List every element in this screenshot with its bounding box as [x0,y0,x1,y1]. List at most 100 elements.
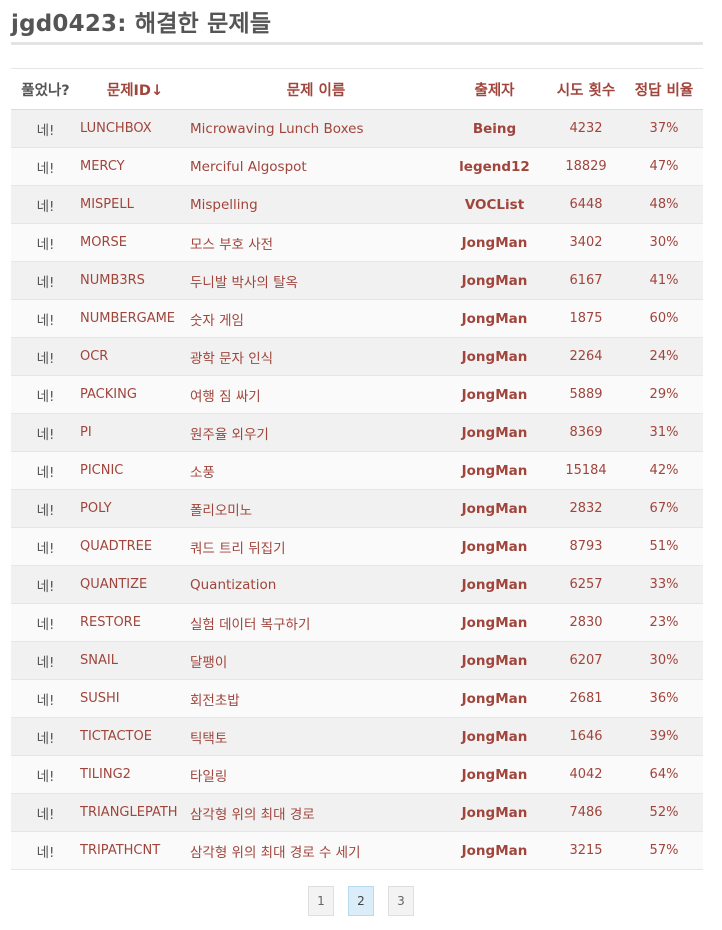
author-link[interactable]: VOCList [464,196,525,213]
table-row: 네! QUANTIZE Quantization JongMan 6257 33% [11,565,703,604]
problem-name-link[interactable]: 광학 문자 인식 [190,350,274,367]
problem-id-link[interactable]: TRIPATHCNT [80,843,161,858]
ratio-cell: 52% [649,805,679,820]
solved-cell: 네! [36,312,55,329]
problem-name-link[interactable]: 타일링 [190,768,228,785]
table-row: 네! SUSHI 회전초밥 JongMan 2681 36% [11,679,703,718]
header-problem-id[interactable]: 문제ID↓ [80,68,190,110]
solved-cell: 네! [36,768,55,785]
author-link[interactable]: JongMan [461,652,528,669]
solved-cell: 네! [36,616,55,633]
attempts-cell: 6207 [569,653,603,668]
author-link[interactable]: legend12 [459,158,530,175]
problem-name-link[interactable]: 달팽이 [190,654,228,671]
problem-name-link[interactable]: 틱택토 [190,730,228,747]
problem-name-link[interactable]: Merciful Algospot [190,158,307,175]
problem-name-link[interactable]: 폴리오미노 [190,502,253,519]
ratio-cell: 42% [649,463,679,478]
problem-name-link[interactable]: 소풍 [190,464,215,481]
problem-name-link[interactable]: 두니발 박사의 탈옥 [190,274,298,291]
author-link[interactable]: JongMan [461,766,528,783]
header-problem-name[interactable]: 문제 이름 [190,68,442,110]
author-link[interactable]: JongMan [461,614,528,631]
problem-id-link[interactable]: QUANTIZE [80,577,148,592]
solved-cell: 네! [36,122,55,139]
solved-cell: 네! [36,730,55,747]
solved-cell: 네! [36,160,55,177]
author-link[interactable]: JongMan [461,424,528,441]
table-row: 네! TRIANGLEPATH 삼각형 위의 최대 경로 JongMan 7486 52% [11,793,703,832]
problem-name-link[interactable]: 모스 부호 사전 [190,236,274,253]
attempts-cell: 1875 [569,311,603,326]
problem-id-link[interactable]: OCR [80,349,109,364]
header-problem-id-label: 문제ID [106,82,151,99]
attempts-cell: 6257 [569,577,603,592]
problem-id-link[interactable]: QUADTREE [80,539,153,554]
problem-id-link[interactable]: NUMBERGAME [80,311,176,326]
author-link[interactable]: JongMan [461,386,528,403]
table-header-row: 풀었나? 문제ID↓ 문제 이름 출제자 시도 횟수 정답 비율 [11,68,703,110]
problem-name-link[interactable]: 원주율 외우기 [190,426,269,443]
author-link[interactable]: JongMan [461,728,528,745]
problem-id-link[interactable]: PACKING [80,387,137,402]
page-title: jgd0423: 해결한 문제들 [11,11,272,37]
author-link[interactable]: JongMan [461,576,528,593]
header-author[interactable]: 출제자 [442,68,547,110]
problem-id-link[interactable]: PICNIC [80,463,124,478]
solved-cell: 네! [36,426,55,443]
problem-id-link[interactable]: SNAIL [80,653,118,668]
table-row: 네! POLY 폴리오미노 JongMan 2832 67% [11,489,703,528]
problem-id-link[interactable]: LUNCHBOX [80,121,152,136]
author-link[interactable]: JongMan [461,234,528,251]
page-button-3[interactable]: 3 [388,886,414,916]
author-link[interactable]: JongMan [461,462,528,479]
author-link[interactable]: JongMan [461,842,528,859]
problem-name-link[interactable]: 여행 짐 싸기 [190,388,261,405]
problem-name-link[interactable]: Quantization [190,576,277,593]
solved-cell: 네! [36,388,55,405]
page-button-2[interactable]: 2 [348,886,374,916]
author-link[interactable]: JongMan [461,804,528,821]
attempts-cell: 8793 [569,539,603,554]
problem-id-link[interactable]: POLY [80,501,112,516]
problem-name-link[interactable]: Mispelling [190,196,258,213]
problem-id-link[interactable]: TILING2 [80,767,131,782]
problem-id-link[interactable]: SUSHI [80,691,120,706]
ratio-cell: 64% [649,767,679,782]
attempts-cell: 6448 [569,197,603,212]
author-link[interactable]: JongMan [461,348,528,365]
header-ratio[interactable]: 정답 비율 [625,68,703,110]
title-divider [11,42,703,45]
problem-id-link[interactable]: PI [80,425,92,440]
problem-name-link[interactable]: 삼각형 위의 최대 경로 [190,806,315,823]
problem-id-link[interactable]: RESTORE [80,615,141,630]
problem-id-link[interactable]: NUMB3RS [80,273,145,288]
attempts-cell: 4042 [569,767,603,782]
header-attempts[interactable]: 시도 횟수 [547,68,625,110]
ratio-cell: 31% [649,425,679,440]
author-link[interactable]: JongMan [461,310,528,327]
problem-id-link[interactable]: MORSE [80,235,127,250]
table-row: 네! MERCY Merciful Algospot legend12 18829 47% [11,147,703,186]
solved-cell: 네! [36,198,55,215]
problem-id-link[interactable]: TRIANGLEPATH [80,805,178,820]
problem-id-link[interactable]: MISPELL [80,197,134,212]
author-link[interactable]: JongMan [461,538,528,555]
author-link[interactable]: JongMan [461,272,528,289]
problem-name-link[interactable]: 회전초밥 [190,692,240,709]
author-link[interactable]: Being [472,120,517,137]
problem-name-link[interactable]: 숫자 게임 [190,312,244,329]
problem-name-link[interactable]: 실험 데이터 복구하기 [190,616,311,633]
table-row: 네! TILING2 타일링 JongMan 4042 64% [11,755,703,794]
page-button-1[interactable]: 1 [308,886,334,916]
problem-name-link[interactable]: 쿼드 트리 뒤집기 [190,540,286,557]
problem-name-link[interactable]: 삼각형 위의 최대 경로 수 세기 [190,844,361,861]
problem-id-link[interactable]: TICTACTOE [80,729,152,744]
problem-id-link[interactable]: MERCY [80,159,125,174]
problem-name-link[interactable]: Microwaving Lunch Boxes [190,120,364,137]
attempts-cell: 2832 [569,501,603,516]
table-row: 네! NUMB3RS 두니발 박사의 탈옥 JongMan 6167 41% [11,261,703,300]
author-link[interactable]: JongMan [461,500,528,517]
author-link[interactable]: JongMan [461,690,528,707]
